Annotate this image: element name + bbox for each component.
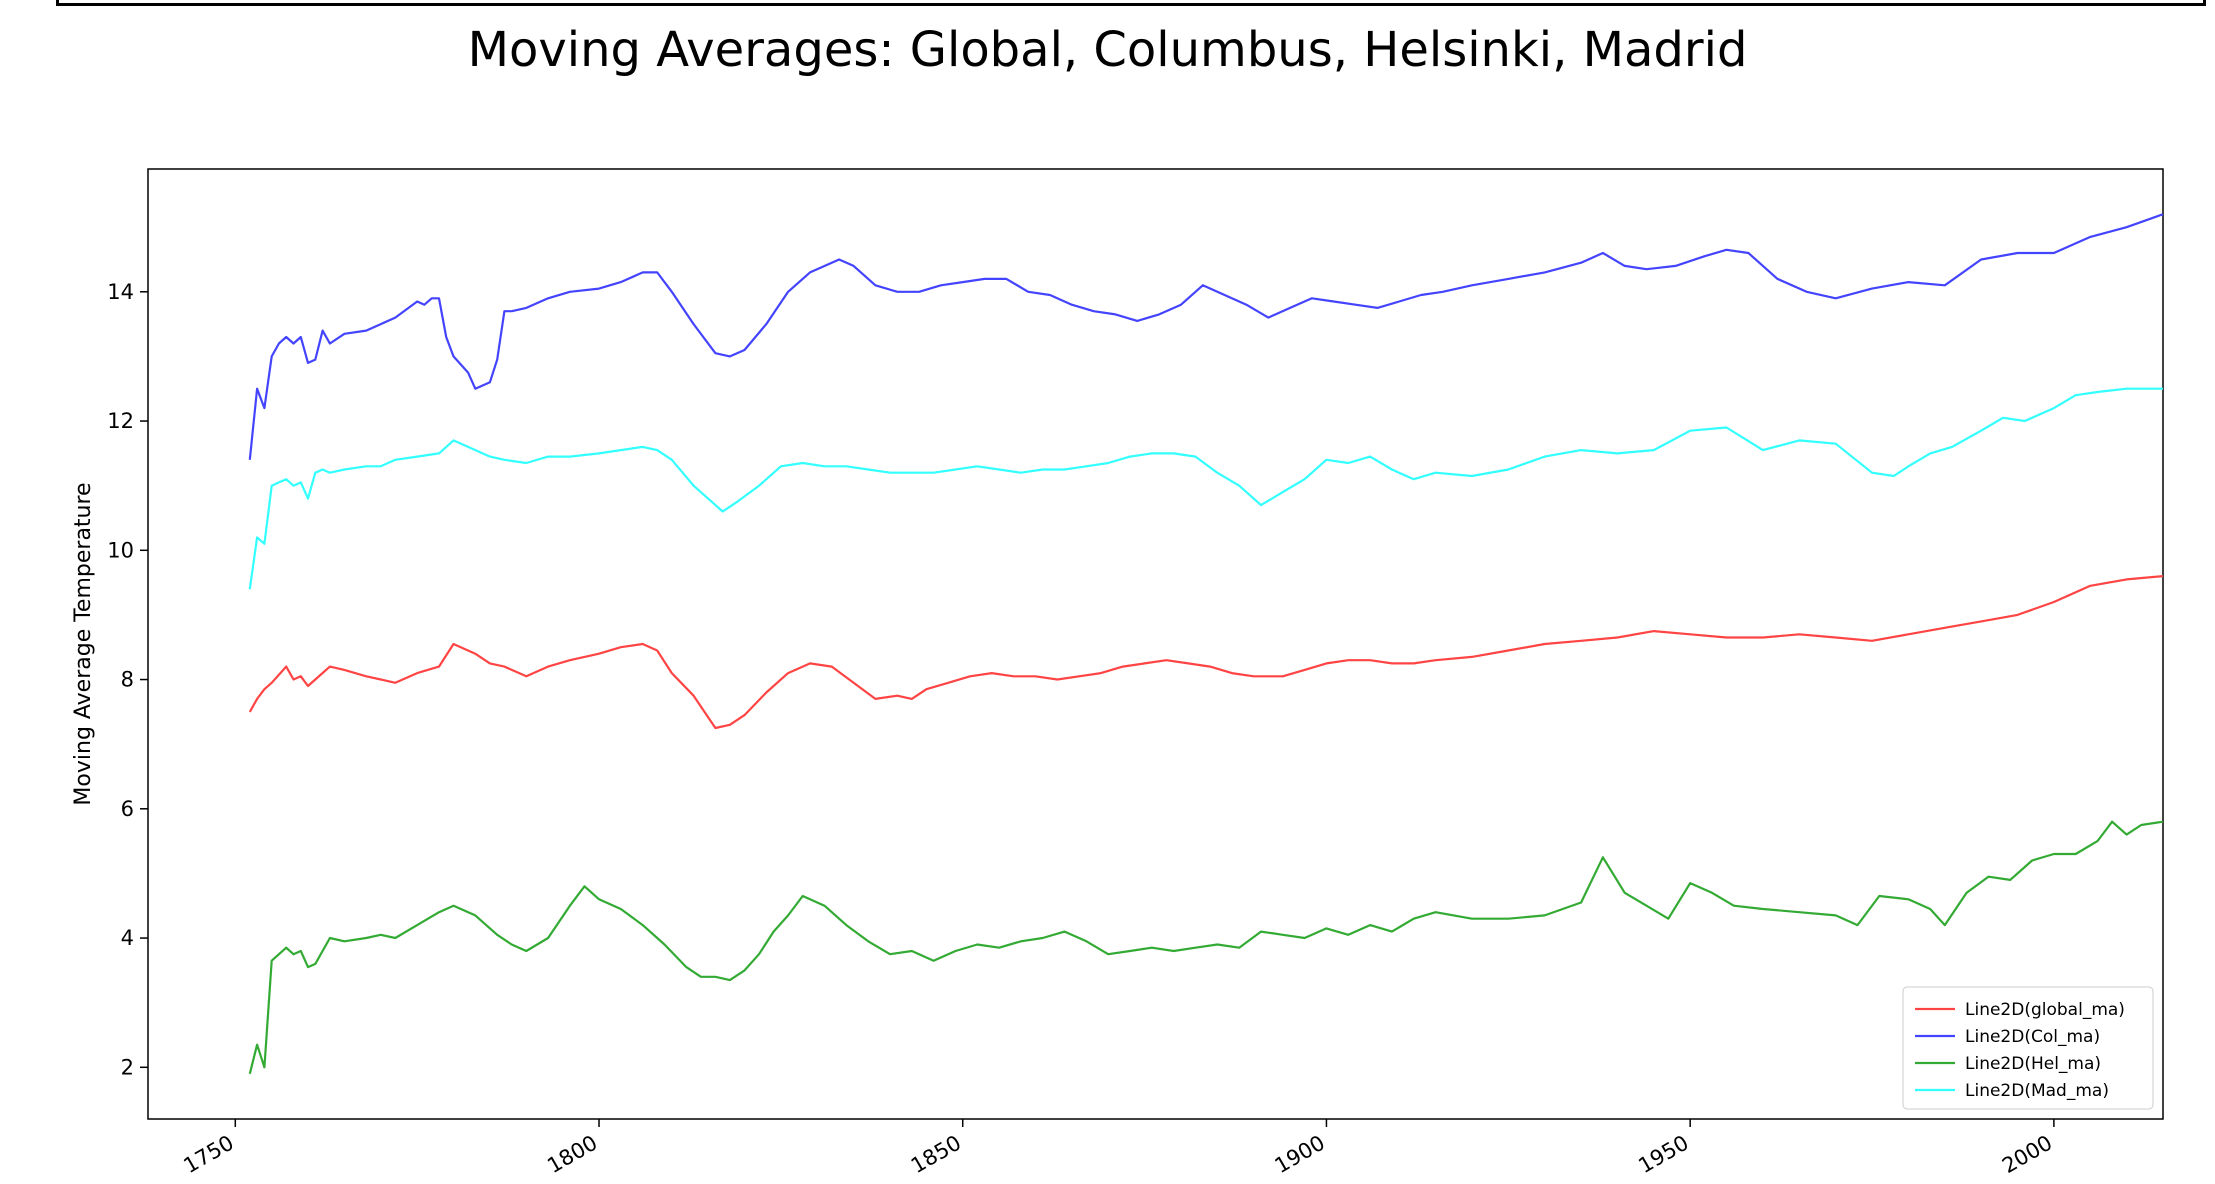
x-axis-ticks: 1750 1800 1850 1900 1950 2000 [180,1119,2056,1179]
x-tick-label: 1850 [907,1131,965,1179]
series-line-linedcol_ma [248,213,2164,460]
top-frame-border [56,0,2206,6]
y-tick-label: 4 [121,926,134,950]
legend-entry-label: Line2D(Mad_ma) [1965,1081,2109,1101]
legend-box [1902,986,2154,1110]
legend-entry-label: Line2D(Hel_ma) [1965,1054,2101,1074]
y-tick-label: 6 [121,797,134,821]
legend-entry-label: Line2D(Col_ma) [1965,1027,2100,1047]
x-tick-label: 1900 [1271,1131,1329,1179]
plot-area-frame [147,168,2164,1120]
series-line-linedglobal_ma [248,575,2164,730]
series-lines [248,213,2164,1075]
y-tick-label: 12 [107,409,134,433]
y-tick-label: 8 [121,668,134,692]
y-tick-label: 14 [107,280,134,304]
legend-entry-label: Line2D(global_ma) [1965,1000,2125,1020]
legend: Line2D(global_ma) Line2D(Col_ma) Line2D(He… [1902,986,2154,1110]
y-axis-label: Moving Average Temperature [71,482,96,805]
x-tick-label: 2000 [1998,1131,2056,1179]
y-tick-label: 10 [107,538,134,562]
y-axis-ticks: 2 4 6 8 10 12 14 [107,280,148,1079]
x-tick-label: 1950 [1634,1131,1692,1179]
x-tick-label: 1750 [180,1131,238,1179]
series-line-linedhel_ma [248,820,2164,1075]
series-line-linedmad_ma [248,387,2163,590]
y-tick-label: 2 [121,1055,134,1079]
chart-title: Moving Averages: Global, Columbus, Helsi… [467,22,1748,78]
x-tick-label: 1800 [543,1131,601,1179]
